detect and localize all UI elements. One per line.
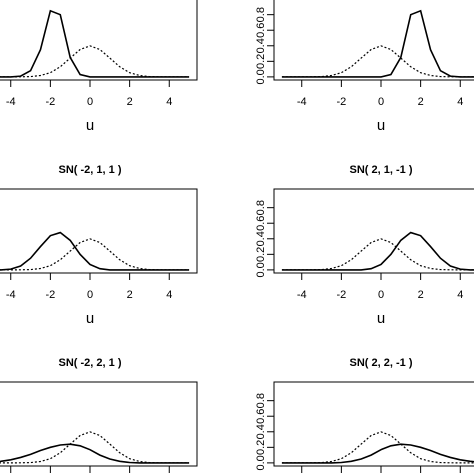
x-tick-label: 2 [418,289,424,301]
x-tick-label: 4 [166,96,172,108]
panel-title: SN( 2, 2, -1 ) [350,357,413,369]
plot-frame [0,381,198,467]
y-tick-label: 0.2 [255,54,267,69]
y-tick-label: 0.6 [255,23,267,38]
panel-title: SN( 2, 1, -1 ) [350,164,413,176]
density-curve [0,9,190,78]
x-tick-label: -4 [297,289,307,301]
plot-frame [0,0,198,81]
panel-title: SN( -2, 2, 1 ) [59,357,122,369]
reference-curve [0,238,190,271]
y-tick-label: 0.6 [255,216,267,231]
x-tick-label: -4 [6,96,16,108]
panel-title: SN( -2, 1, 1 ) [59,164,122,176]
plot-frame [0,188,198,274]
x-tick-label: 4 [457,289,463,301]
density-curve [0,443,190,464]
x-axis-label: u [377,310,385,327]
x-tick-label: -4 [297,96,307,108]
x-axis-label: u [86,117,94,134]
y-tick-label: 0.8 [255,200,267,215]
x-tick-label: 0 [378,96,384,108]
x-tick-label: -2 [45,96,55,108]
y-tick-label: 0.8 [255,7,267,22]
x-tick-label: -2 [336,96,346,108]
y-tick-label: 0.0 [255,262,267,277]
y-tick-label: 0.4 [255,231,267,246]
x-tick-label: -2 [336,289,346,301]
y-tick-label: 0.2 [255,440,267,455]
x-tick-label: 2 [127,96,133,108]
y-tick-label: 0.0 [255,69,267,84]
y-tick-label: 0.4 [255,38,267,53]
x-axis-label: u [86,310,94,327]
y-tick-label: 0.6 [255,409,267,424]
y-tick-label: 0.2 [255,247,267,262]
x-tick-label: 0 [87,96,93,108]
x-tick-label: 2 [127,289,133,301]
x-tick-label: 0 [87,289,93,301]
y-tick-label: 0.8 [255,393,267,408]
reference-curve [281,431,474,464]
x-tick-label: 4 [166,289,172,301]
reference-curve [281,238,474,271]
density-curve [0,231,190,271]
density-curve [281,443,474,464]
x-tick-label: 4 [457,96,463,108]
density-curve [281,231,474,271]
x-tick-label: -2 [45,289,55,301]
x-tick-label: 2 [418,96,424,108]
reference-curve [281,45,474,78]
y-tick-label: 0.4 [255,424,267,439]
x-tick-label: 0 [378,289,384,301]
density-curve [281,9,474,78]
y-tick-label: 0.0 [255,455,267,470]
reference-curve [0,431,190,464]
x-tick-label: -4 [6,289,16,301]
reference-curve [0,45,190,78]
plot-frame [273,0,474,81]
x-axis-label: u [377,117,385,134]
